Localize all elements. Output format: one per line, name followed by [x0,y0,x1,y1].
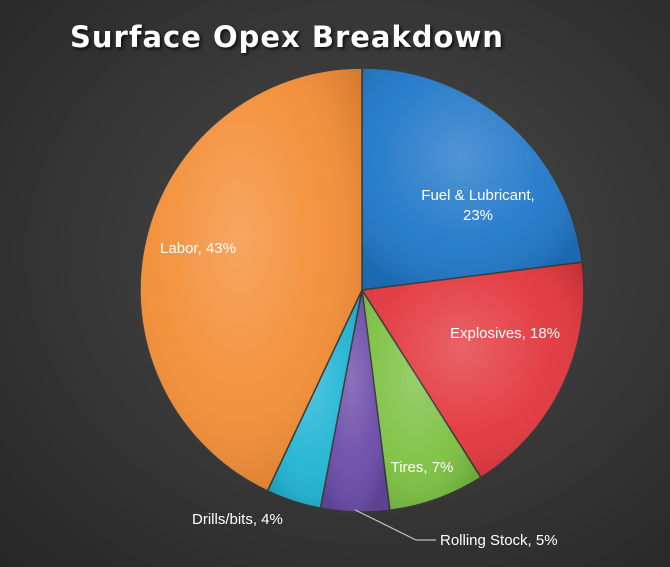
pie-slice-shading-fuel-lubricant [362,68,583,290]
slice-label-tires: Tires, 7% [391,459,454,476]
slice-label-labor: Labor, 43% [160,240,236,257]
leader-line-rolling-stock [354,509,436,541]
pie-slice-shading-drills-bits [267,290,362,509]
pie-slice-shading-labor [140,68,362,491]
slice-label-explosives: Explosives, 18% [450,325,560,342]
slice-labels: Fuel & Lubricant, 23% Explosives, 18% Tires… [160,187,560,549]
pie-slice-shading-explosives [362,262,584,478]
slice-label-drills-bits: Drills/bits, 4% [192,511,283,528]
slice-label-rolling-stock: Rolling Stock, 5% [440,532,558,549]
leader-lines [354,509,436,541]
pie-slice-shading-tires [362,290,481,511]
chart-title: Surface Opex Breakdown [70,20,504,54]
slice-label-fuel-lubricant: Fuel & Lubricant, 23% [421,187,534,224]
pie-slices [139,67,585,513]
pie-slice-shading-rolling-stock [320,290,390,513]
